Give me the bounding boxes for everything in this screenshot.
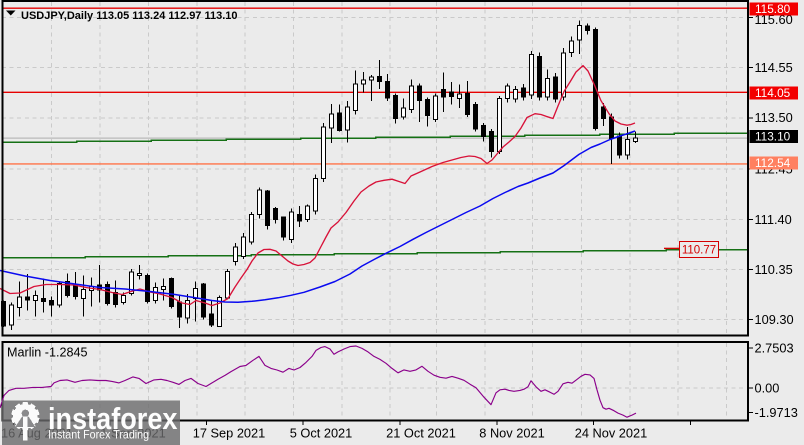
svg-text:21 Oct 2021: 21 Oct 2021	[386, 426, 456, 441]
svg-text:instaforex: instaforex	[48, 402, 177, 436]
svg-text:114.05: 114.05	[755, 86, 791, 100]
svg-text:24 Nov 2021: 24 Nov 2021	[575, 426, 648, 441]
svg-text:112.54: 112.54	[755, 156, 791, 170]
svg-text:110.77: 110.77	[682, 245, 716, 257]
svg-text:17 Sep 2021: 17 Sep 2021	[193, 426, 266, 441]
svg-text:115.80: 115.80	[755, 2, 791, 16]
svg-text:109.30: 109.30	[755, 312, 794, 327]
svg-text:114.55: 114.55	[755, 60, 793, 75]
svg-text:113.50: 113.50	[755, 110, 793, 125]
svg-text:8 Nov 2021: 8 Nov 2021	[479, 426, 544, 441]
svg-text:0.00: 0.00	[755, 381, 780, 396]
svg-text:111.40: 111.40	[755, 212, 792, 227]
svg-text:Marlin -1.2845: Marlin -1.2845	[7, 346, 88, 360]
svg-text:USDJPY,Daily 113.05 113.24 11: USDJPY,Daily 113.05 113.24 112.97 113.10	[21, 10, 238, 22]
svg-text:Instant Forex Trading: Instant Forex Trading	[48, 429, 149, 441]
svg-text:5 Oct 2021: 5 Oct 2021	[290, 426, 353, 441]
svg-text:2.7503: 2.7503	[755, 341, 794, 356]
svg-text:113.10: 113.10	[755, 130, 791, 144]
svg-text:110.35: 110.35	[755, 262, 793, 277]
svg-text:115.60: 115.60	[755, 12, 793, 27]
svg-text:-1.9713: -1.9713	[755, 405, 798, 420]
